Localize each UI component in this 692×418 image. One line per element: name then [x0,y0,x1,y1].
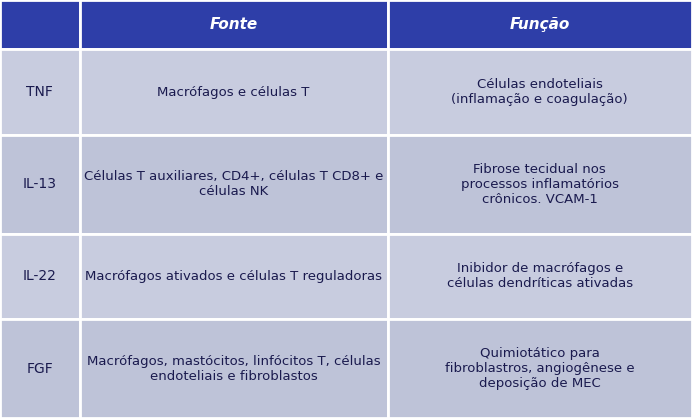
Bar [0,135,80,234]
Text: Células T auxiliares, CD4+, células T CD8+ e
células NK: Células T auxiliares, CD4+, células T CD… [84,170,383,198]
Text: IL-22: IL-22 [23,270,57,283]
Text: Macrófagos e células T: Macrófagos e células T [157,86,310,99]
Text: IL-13: IL-13 [23,177,57,191]
Bar [388,49,692,135]
Bar [0,234,80,319]
Bar [80,0,388,49]
Bar [388,135,692,234]
Text: Fonte: Fonte [210,17,257,32]
Text: Fibrose tecidual nos
processos inflamatórios
crônicos. VCAM-1: Fibrose tecidual nos processos inflamató… [461,163,619,206]
Bar [80,319,388,418]
Bar [80,234,388,319]
Text: Função: Função [509,17,570,32]
Text: Macrófagos, mastócitos, linfócitos T, células
endoteliais e fibroblastos: Macrófagos, mastócitos, linfócitos T, cé… [86,354,381,382]
Text: Células endoteliais
(inflamação e coagulação): Células endoteliais (inflamação e coagul… [451,78,628,106]
Bar [388,234,692,319]
Bar [388,0,692,49]
Text: Quimiotático para
fibroblastros, angiogênese e
deposição de MEC: Quimiotático para fibroblastros, angiogê… [445,347,635,390]
Bar [80,49,388,135]
Bar [0,319,80,418]
Text: Macrófagos ativados e células T reguladoras: Macrófagos ativados e células T regulado… [85,270,382,283]
Bar [0,49,80,135]
Text: Inibidor de macrófagos e
células dendríticas ativadas: Inibidor de macrófagos e células dendrít… [447,263,632,291]
Bar [388,319,692,418]
Text: FGF: FGF [26,362,53,376]
Text: TNF: TNF [26,85,53,99]
Bar [0,0,80,49]
Bar [80,135,388,234]
